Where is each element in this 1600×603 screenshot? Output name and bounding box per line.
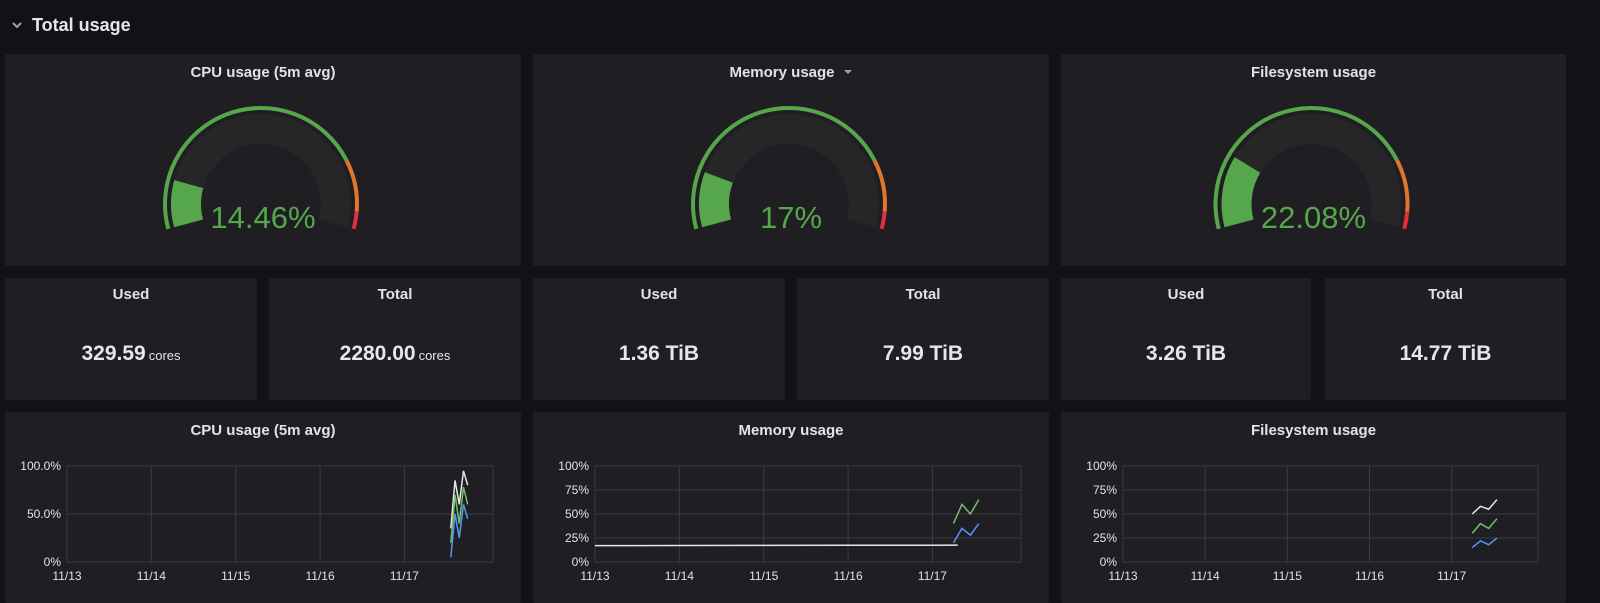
stat-panel-cpu-total[interactable]: Total 2280.00 cores: [269, 278, 521, 400]
series-line: [594, 544, 958, 547]
x-tick-label: 11/13: [1108, 569, 1137, 583]
x-tick-label: 11/14: [665, 569, 694, 583]
gauge-fill: [171, 180, 204, 228]
x-tick-label: 11/15: [1273, 569, 1302, 583]
gauge-memory: [691, 106, 887, 230]
gauge-cpu: [163, 106, 359, 230]
x-tick-label: 11/14: [137, 569, 166, 583]
y-tick-label: 75%: [1093, 483, 1117, 497]
x-tick-label: 11/15: [221, 569, 250, 583]
gauge-value: 22.08%: [1260, 200, 1367, 235]
y-tick-label: 50.0%: [27, 507, 61, 521]
x-tick-label: 11/17: [1437, 569, 1466, 583]
panel-title[interactable]: Filesystem usage: [1250, 421, 1377, 439]
gauge-threshold-arc: [1395, 159, 1410, 212]
y-tick-label: 50%: [1093, 507, 1117, 521]
stat-panel-memory-used[interactable]: Used 1.36 TiB: [533, 278, 785, 400]
panel-title[interactable]: Memory usage: [738, 421, 844, 439]
gauge-track: [171, 114, 351, 228]
gauge-threshold-arc: [351, 211, 359, 230]
chart-filesystem: 0% 25% 50% 75% 100% 11/13 11/14 11/15 11/16 11/17: [1086, 459, 1539, 583]
chart-cpu: 0% 50.0% 100.0% 11/13 11/14 11/15 11/16 11/17: [20, 459, 494, 583]
gauge-threshold-arc: [1213, 106, 1399, 230]
y-tick-label: 0%: [572, 555, 590, 569]
y-tick-label: 0%: [44, 555, 62, 569]
gauge-threshold-arc: [879, 211, 887, 230]
stat-panel-memory-total[interactable]: Total 7.99 TiB: [797, 278, 1049, 400]
gauge-threshold-arc: [872, 159, 887, 212]
x-tick-label: 11/17: [918, 569, 947, 583]
x-tick-label: 11/13: [52, 569, 81, 583]
gauge-fill: [699, 172, 734, 228]
stat-value: 14.77 TiB: [1399, 342, 1492, 365]
series-line: [952, 499, 980, 524]
gauge-threshold-arc: [344, 159, 359, 212]
gauge-threshold-arc: [163, 106, 349, 230]
timeseries-panel-filesystem[interactable]: Filesystem usage 0% 25% 50% 75% 100% 11/13 11/…: [1061, 412, 1566, 603]
row-title: Total usage: [32, 14, 131, 35]
x-tick-label: 11/13: [580, 569, 609, 583]
gauge-panel-cpu[interactable]: CPU usage (5m avg) 14.46%: [5, 54, 521, 266]
panel-title[interactable]: Memory usage: [533, 62, 1049, 82]
chevron-down-icon: [12, 22, 22, 29]
stat-panel-filesystem-used[interactable]: Used 3.26 TiB: [1061, 278, 1311, 400]
series-line: [1471, 537, 1498, 549]
gauge-value: 14.46%: [210, 200, 316, 235]
stat-value: 3.26 TiB: [1145, 342, 1227, 365]
y-tick-label: 100.0%: [20, 459, 61, 473]
x-tick-label: 11/16: [305, 569, 334, 583]
stat-label: Used: [640, 286, 678, 303]
stat-value: 1.36 TiB: [618, 342, 700, 365]
series-line: [450, 504, 469, 558]
y-tick-label: 25%: [1093, 531, 1117, 545]
panel-title[interactable]: CPU usage (5m avg): [190, 421, 336, 439]
x-tick-label: 11/17: [390, 569, 419, 583]
y-tick-label: 75%: [565, 483, 589, 497]
series-line: [1471, 499, 1498, 515]
x-tick-label: 11/14: [1191, 569, 1220, 583]
y-tick-label: 100%: [1086, 459, 1117, 473]
stat-value: 7.99 TiB: [882, 342, 964, 365]
y-tick-label: 0%: [1100, 555, 1118, 569]
series-line: [1471, 518, 1498, 534]
stat-label: Used: [1167, 286, 1205, 303]
y-tick-label: 100%: [558, 459, 589, 473]
y-tick-label: 25%: [565, 531, 589, 545]
gauge-value: 17%: [759, 200, 823, 235]
stat-panel-cpu-used[interactable]: Used 329.59 cores: [5, 278, 257, 400]
gauge-threshold-arc: [691, 106, 877, 230]
timeseries-panel-cpu[interactable]: CPU usage (5m avg) 0% 50.0% 100.0% 11/13 11/…: [5, 412, 521, 603]
stat-panel-filesystem-total[interactable]: Total 14.77 TiB: [1325, 278, 1566, 400]
caret-down-icon[interactable]: [843, 67, 853, 77]
stat-label: Total: [905, 286, 941, 303]
stat-label: Total: [377, 286, 413, 303]
panel-title[interactable]: CPU usage (5m avg): [190, 63, 336, 81]
x-tick-label: 11/15: [749, 569, 778, 583]
x-tick-label: 11/16: [833, 569, 862, 583]
y-tick-label: 50%: [565, 507, 589, 521]
panel-title[interactable]: Filesystem usage: [1250, 63, 1377, 81]
x-tick-label: 11/16: [1355, 569, 1384, 583]
chart-memory: 0% 25% 50% 75% 100% 11/13 11/14 11/15 11/16 11/17: [558, 459, 1022, 583]
gauge-fill: [1221, 157, 1261, 228]
stat-value: 329.59 cores: [81, 342, 181, 365]
gauge-threshold-arc: [1402, 211, 1410, 230]
gauge-panel-filesystem[interactable]: Filesystem usage 22.08%: [1061, 54, 1566, 266]
gauge-filesystem: [1213, 106, 1410, 230]
gauge-panel-memory[interactable]: Memory usage 17%: [533, 54, 1049, 266]
stat-label: Total: [1428, 286, 1463, 303]
series-line: [450, 470, 469, 529]
series-line: [952, 523, 980, 544]
stat-label: Used: [112, 286, 150, 303]
row-header-total-usage[interactable]: Total usage: [10, 10, 131, 40]
stat-value: 2280.00 cores: [339, 342, 451, 365]
series-line: [450, 486, 469, 543]
timeseries-panel-memory[interactable]: Memory usage 0% 25% 50% 75% 100% 11/13 11/14 11…: [533, 412, 1049, 603]
